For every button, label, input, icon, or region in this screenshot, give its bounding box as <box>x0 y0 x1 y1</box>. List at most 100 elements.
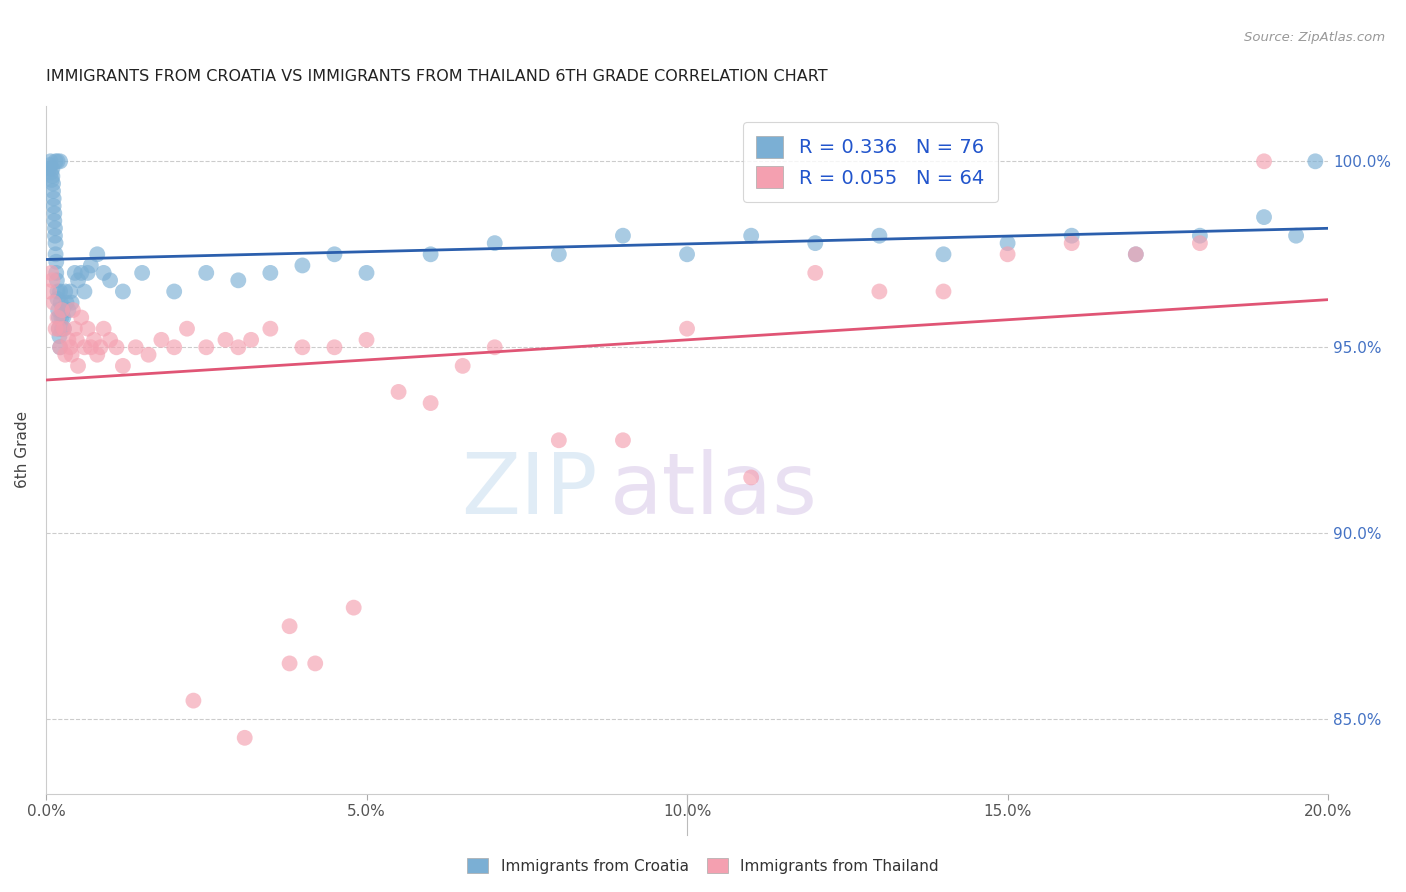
Point <box>1125 247 1147 261</box>
Point <box>46 310 69 325</box>
Point <box>73 285 96 299</box>
Point <box>51 321 73 335</box>
Point <box>419 396 441 410</box>
Point <box>70 310 93 325</box>
Point <box>138 348 160 362</box>
Point <box>42 177 65 191</box>
Point <box>291 340 314 354</box>
Point <box>932 247 955 261</box>
Point <box>55 295 77 310</box>
Point <box>52 321 75 335</box>
Point <box>1188 228 1211 243</box>
Point <box>323 340 346 354</box>
Point <box>83 333 105 347</box>
Point <box>226 273 249 287</box>
Point <box>343 600 366 615</box>
Point <box>291 259 314 273</box>
Point <box>51 303 73 318</box>
Point <box>163 340 186 354</box>
Point <box>195 340 218 354</box>
Point <box>45 236 67 251</box>
Point <box>48 321 70 335</box>
Point <box>1253 210 1275 224</box>
Point <box>278 657 301 671</box>
Point <box>304 657 326 671</box>
Point <box>51 310 73 325</box>
Point <box>49 340 72 354</box>
Point <box>41 169 63 184</box>
Point <box>1253 154 1275 169</box>
Point <box>214 333 236 347</box>
Point <box>53 348 76 362</box>
Point <box>49 154 72 169</box>
Point <box>60 295 83 310</box>
Point <box>38 158 60 172</box>
Point <box>42 192 65 206</box>
Point <box>150 333 173 347</box>
Point <box>60 348 83 362</box>
Point <box>58 303 80 318</box>
Point <box>66 333 89 347</box>
Y-axis label: 6th Grade: 6th Grade <box>15 411 30 488</box>
Point <box>46 154 69 169</box>
Point <box>41 173 63 187</box>
Point <box>93 266 115 280</box>
Point <box>59 285 82 299</box>
Point <box>45 154 67 169</box>
Point <box>676 247 699 261</box>
Point <box>868 228 890 243</box>
Point <box>41 273 63 287</box>
Point <box>52 303 75 318</box>
Point <box>125 340 148 354</box>
Point <box>39 266 62 280</box>
Point <box>356 333 378 347</box>
Point <box>53 285 76 299</box>
Point <box>80 340 103 354</box>
Point <box>740 470 762 484</box>
Point <box>105 340 128 354</box>
Point <box>259 266 281 280</box>
Point <box>59 340 82 354</box>
Point <box>356 266 378 280</box>
Point <box>45 254 67 268</box>
Point <box>323 247 346 261</box>
Point <box>80 259 103 273</box>
Point <box>52 310 75 325</box>
Point <box>70 266 93 280</box>
Point <box>63 266 86 280</box>
Point <box>740 228 762 243</box>
Point <box>42 199 65 213</box>
Point <box>44 206 66 220</box>
Point <box>63 321 86 335</box>
Point <box>419 247 441 261</box>
Point <box>48 321 70 335</box>
Point <box>58 333 80 347</box>
Point <box>76 266 98 280</box>
Point <box>48 329 70 343</box>
Text: IMMIGRANTS FROM CROATIA VS IMMIGRANTS FROM THAILAND 6TH GRADE CORRELATION CHART: IMMIGRANTS FROM CROATIA VS IMMIGRANTS FR… <box>46 69 828 84</box>
Point <box>932 285 955 299</box>
Point <box>547 247 569 261</box>
Point <box>259 321 281 335</box>
Point <box>45 266 67 280</box>
Point <box>98 273 121 287</box>
Point <box>387 384 409 399</box>
Point <box>111 285 134 299</box>
Text: atlas: atlas <box>610 450 818 533</box>
Point <box>44 221 66 235</box>
Point <box>997 247 1019 261</box>
Point <box>39 154 62 169</box>
Point <box>45 273 67 287</box>
Point <box>676 321 699 335</box>
Point <box>62 303 84 318</box>
Point <box>73 340 96 354</box>
Point <box>997 236 1019 251</box>
Point <box>66 273 89 287</box>
Point <box>1060 236 1083 251</box>
Point <box>38 285 60 299</box>
Point <box>44 214 66 228</box>
Point <box>176 321 198 335</box>
Point <box>484 236 506 251</box>
Point <box>42 295 65 310</box>
Point <box>86 348 108 362</box>
